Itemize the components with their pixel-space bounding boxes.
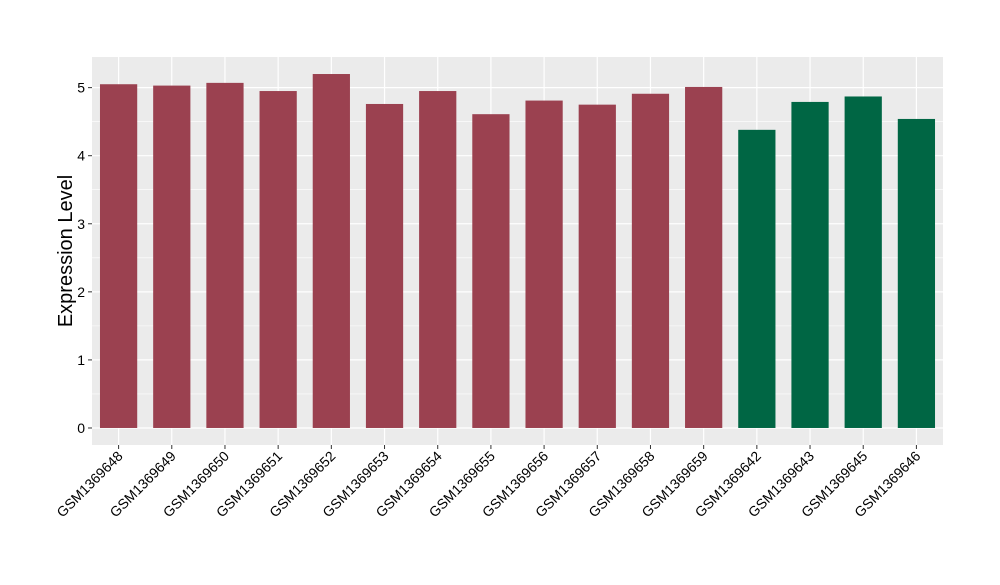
bar-GSM1369652 — [312, 74, 350, 428]
y-tick-label: 0 — [77, 420, 85, 436]
y-tick-label: 3 — [77, 216, 85, 232]
bar-GSM1369646 — [897, 118, 936, 428]
bar-GSM1369651 — [259, 91, 297, 428]
bar-GSM1369648 — [99, 84, 138, 428]
x-axis: GSM1369648GSM1369649GSM1369650GSM1369651… — [53, 445, 924, 520]
bar-GSM1369649 — [153, 85, 191, 428]
y-tick-label: 4 — [77, 148, 85, 164]
y-tick-label: 2 — [77, 284, 85, 300]
y-axis: 0 1 2 3 4 5 — [77, 80, 92, 436]
bar-GSM1369656 — [525, 100, 563, 428]
y-tick-label: 5 — [77, 80, 85, 96]
bar-GSM1369653 — [365, 103, 404, 428]
bar-GSM1369642 — [738, 129, 776, 428]
bar-GSM1369645 — [844, 96, 882, 428]
y-tick-label: 1 — [77, 352, 85, 368]
bar-GSM1369655 — [472, 114, 510, 428]
bars-group — [99, 74, 936, 428]
bar-GSM1369650 — [206, 82, 244, 428]
bar-GSM1369657 — [578, 104, 616, 428]
bar-GSM1369658 — [631, 93, 670, 428]
y-axis-title: Expression Level — [55, 175, 77, 327]
bar-GSM1369654 — [419, 91, 457, 428]
bar-GSM1369659 — [685, 86, 723, 428]
bar-GSM1369643 — [791, 101, 829, 428]
